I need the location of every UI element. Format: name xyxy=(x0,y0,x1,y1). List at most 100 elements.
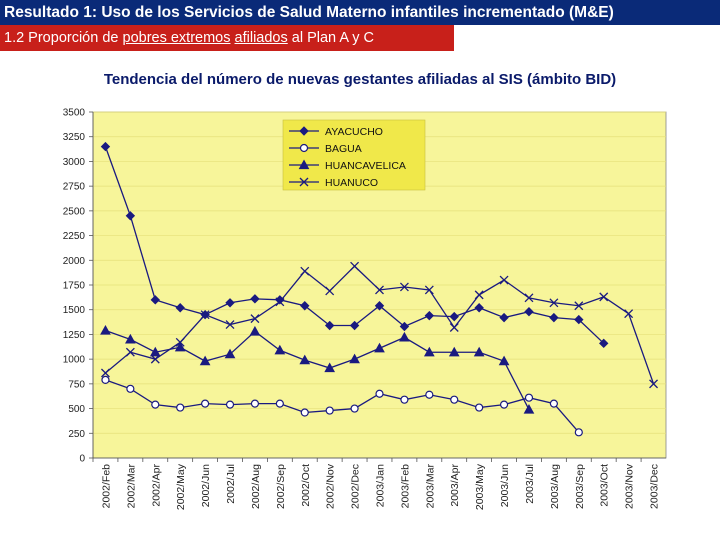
point-bagua xyxy=(300,408,309,417)
x-tick-label: 2002/Sep xyxy=(275,464,287,509)
point-huanuco xyxy=(100,368,110,378)
legend-label-huancavelica: HUANCAVELICA xyxy=(325,160,406,172)
point-huanuco xyxy=(524,293,534,303)
point-huanuco xyxy=(375,285,384,295)
y-tick-label: 2500 xyxy=(63,206,86,217)
point-bagua xyxy=(425,390,434,399)
point-huanuco xyxy=(599,292,609,302)
x-tick-label: 2002/Oct xyxy=(300,464,312,507)
point-bagua xyxy=(101,375,110,385)
point-bagua xyxy=(176,403,185,412)
x-tick-label: 2003/Jan xyxy=(375,464,387,507)
point-huancavelica xyxy=(523,404,535,414)
point-huancavelica xyxy=(274,344,286,355)
point-huancavelica xyxy=(399,331,410,342)
point-huancavelica xyxy=(199,355,211,366)
point-bagua xyxy=(250,399,260,408)
point-huanuco xyxy=(150,354,160,364)
slide-subtitle: 1.2 Proporción de pobres extremos afilia… xyxy=(0,25,454,51)
point-ayacucho xyxy=(474,303,484,313)
point-huancavelica xyxy=(448,346,460,357)
x-tick-label: 2003/Nov xyxy=(624,463,636,509)
point-huanuco xyxy=(325,286,335,296)
point-huanuco xyxy=(125,347,135,357)
point-bagua xyxy=(475,403,484,412)
point-huancavelica xyxy=(125,333,136,344)
point-huancavelica xyxy=(100,324,111,335)
x-tick-label: 2002/Nov xyxy=(325,463,337,509)
point-ayacucho xyxy=(225,298,235,308)
x-tick-label: 2002/Aug xyxy=(250,464,262,509)
x-tick-label: 2002/Jul xyxy=(225,464,237,504)
point-bagua xyxy=(450,395,459,404)
point-bagua xyxy=(350,404,359,413)
point-ayacucho xyxy=(524,306,534,317)
y-tick-label: 500 xyxy=(68,404,85,415)
y-tick-label: 3000 xyxy=(63,157,86,168)
y-tick-label: 1750 xyxy=(63,281,86,292)
chart-svg: 0 250 500 750 1000 1250 1500 1750 2000 2250 2500 27… xyxy=(43,90,683,538)
point-huanuco xyxy=(474,290,484,300)
point-bagua xyxy=(275,399,284,408)
y-tick-label: 2750 xyxy=(63,182,86,193)
point-huancavelica xyxy=(324,362,336,373)
point-bagua xyxy=(524,393,534,402)
point-huancavelica xyxy=(498,355,510,366)
point-ayacucho xyxy=(125,211,136,221)
point-ayacucho xyxy=(300,301,310,311)
point-bagua xyxy=(549,399,558,408)
series-line-huancavelica xyxy=(105,329,530,410)
y-tick-label: 2000 xyxy=(63,256,86,267)
point-huanuco xyxy=(275,297,285,307)
x-tick-label: 2002/May xyxy=(175,463,187,510)
point-huanuco xyxy=(624,309,634,319)
x-tick-label: 2002/Mar xyxy=(125,463,137,508)
line-chart: 0 250 500 750 1000 1250 1500 1750 2000 2250 2500 27… xyxy=(43,90,683,538)
y-tick-label: 1000 xyxy=(63,355,86,366)
point-huancavelica xyxy=(149,346,161,357)
point-huanuco xyxy=(549,298,559,308)
y-tick-label: 3250 xyxy=(63,132,86,143)
subtitle-emphasis-pobres: pobres extremos xyxy=(122,30,231,46)
subtitle-prefix: 1.2 Proporción de xyxy=(4,30,123,46)
point-bagua xyxy=(375,389,384,398)
point-ayacucho xyxy=(424,310,435,321)
point-huanuco xyxy=(499,275,509,285)
x-tick-label: 2003/Jun xyxy=(499,464,511,507)
point-bagua xyxy=(151,400,160,409)
x-tick-label: 2003/Feb xyxy=(399,464,411,509)
point-huancavelica xyxy=(249,325,261,336)
subtitle-emphasis-afiliados: afiliados xyxy=(234,30,288,46)
point-huancavelica xyxy=(374,342,385,353)
y-tick-label: 750 xyxy=(68,379,85,390)
point-ayacucho xyxy=(150,295,160,305)
point-bagua xyxy=(400,395,409,404)
point-ayacucho xyxy=(250,294,260,304)
point-ayacucho xyxy=(349,320,360,331)
point-ayacucho xyxy=(599,338,609,349)
x-tick-label: 2003/Aug xyxy=(549,464,561,509)
series-line-bagua xyxy=(105,379,580,433)
point-huancavelica xyxy=(299,354,311,365)
legend-label-ayacucho: AYACUCHO xyxy=(325,126,383,138)
point-huanuco xyxy=(175,337,185,347)
slide-title: Resultado 1: Uso de los Servicios de Sal… xyxy=(0,0,720,25)
y-tick-label: 250 xyxy=(68,429,85,440)
y-tick-label: 1250 xyxy=(63,330,86,341)
point-ayacucho xyxy=(574,314,584,325)
point-huanuco xyxy=(399,282,409,292)
point-ayacucho xyxy=(399,321,410,332)
x-tick-label: 2002/Dec xyxy=(350,464,362,509)
point-huanuco xyxy=(424,285,434,295)
point-bagua xyxy=(225,400,235,409)
x-tick-label: 2002/Apr xyxy=(150,464,162,507)
point-huancavelica xyxy=(423,346,435,357)
point-ayacucho xyxy=(449,311,459,322)
y-tick-label: 1500 xyxy=(63,305,86,316)
point-bagua xyxy=(325,406,334,415)
chart-title: Tendencia del número de nuevas gestantes… xyxy=(103,71,617,88)
y-tick-label: 2250 xyxy=(63,231,86,242)
point-huancavelica xyxy=(473,346,485,357)
point-huancavelica xyxy=(174,341,186,352)
point-bagua xyxy=(499,400,509,409)
